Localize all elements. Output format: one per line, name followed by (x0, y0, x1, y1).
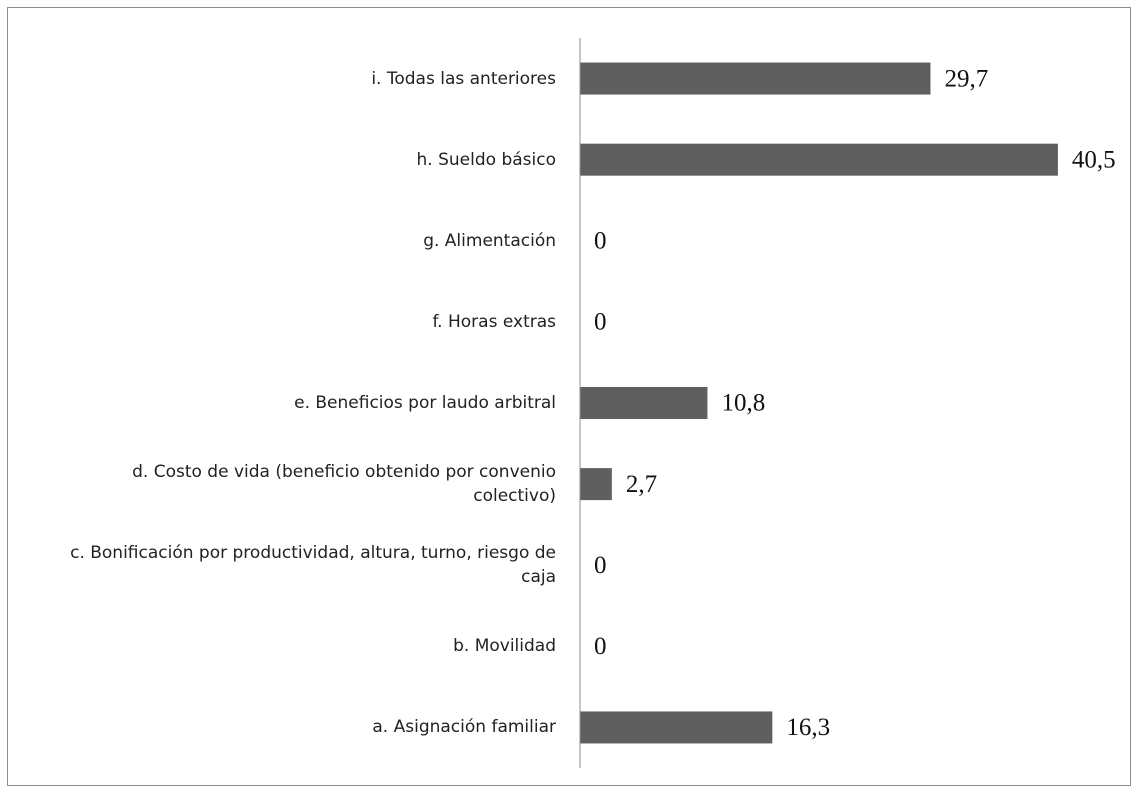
value-label: 0 (594, 309, 607, 336)
category-label: i. Todas las anteriores (371, 68, 556, 89)
category-label: f. Horas extras (432, 311, 556, 332)
category-label: g. Alimentación (423, 230, 556, 251)
chart-frame (7, 7, 1131, 786)
value-label: 0 (594, 228, 607, 255)
bar (580, 387, 708, 419)
bar (580, 468, 612, 501)
value-label: 10,8 (721, 390, 765, 417)
value-label: 29,7 (944, 65, 988, 92)
bar (580, 62, 931, 95)
value-label: 0 (594, 552, 607, 579)
category-label: c. Bonificación por productividad, altur… (70, 543, 556, 588)
value-label: 0 (594, 633, 607, 660)
category-label: d. Costo de vida (beneficio obtenido por… (132, 462, 556, 507)
value-label: 40,5 (1072, 146, 1116, 173)
category-label: b. Movilidad (453, 636, 556, 657)
value-label: 2,7 (626, 471, 657, 498)
category-label: a. Asignación familiar (372, 717, 556, 738)
bar (580, 143, 1058, 176)
value-label: 16,3 (786, 714, 830, 741)
bar (580, 711, 773, 744)
category-label: e. Beneficios por laudo arbitral (294, 393, 556, 413)
category-label: h. Sueldo básico (416, 149, 556, 170)
